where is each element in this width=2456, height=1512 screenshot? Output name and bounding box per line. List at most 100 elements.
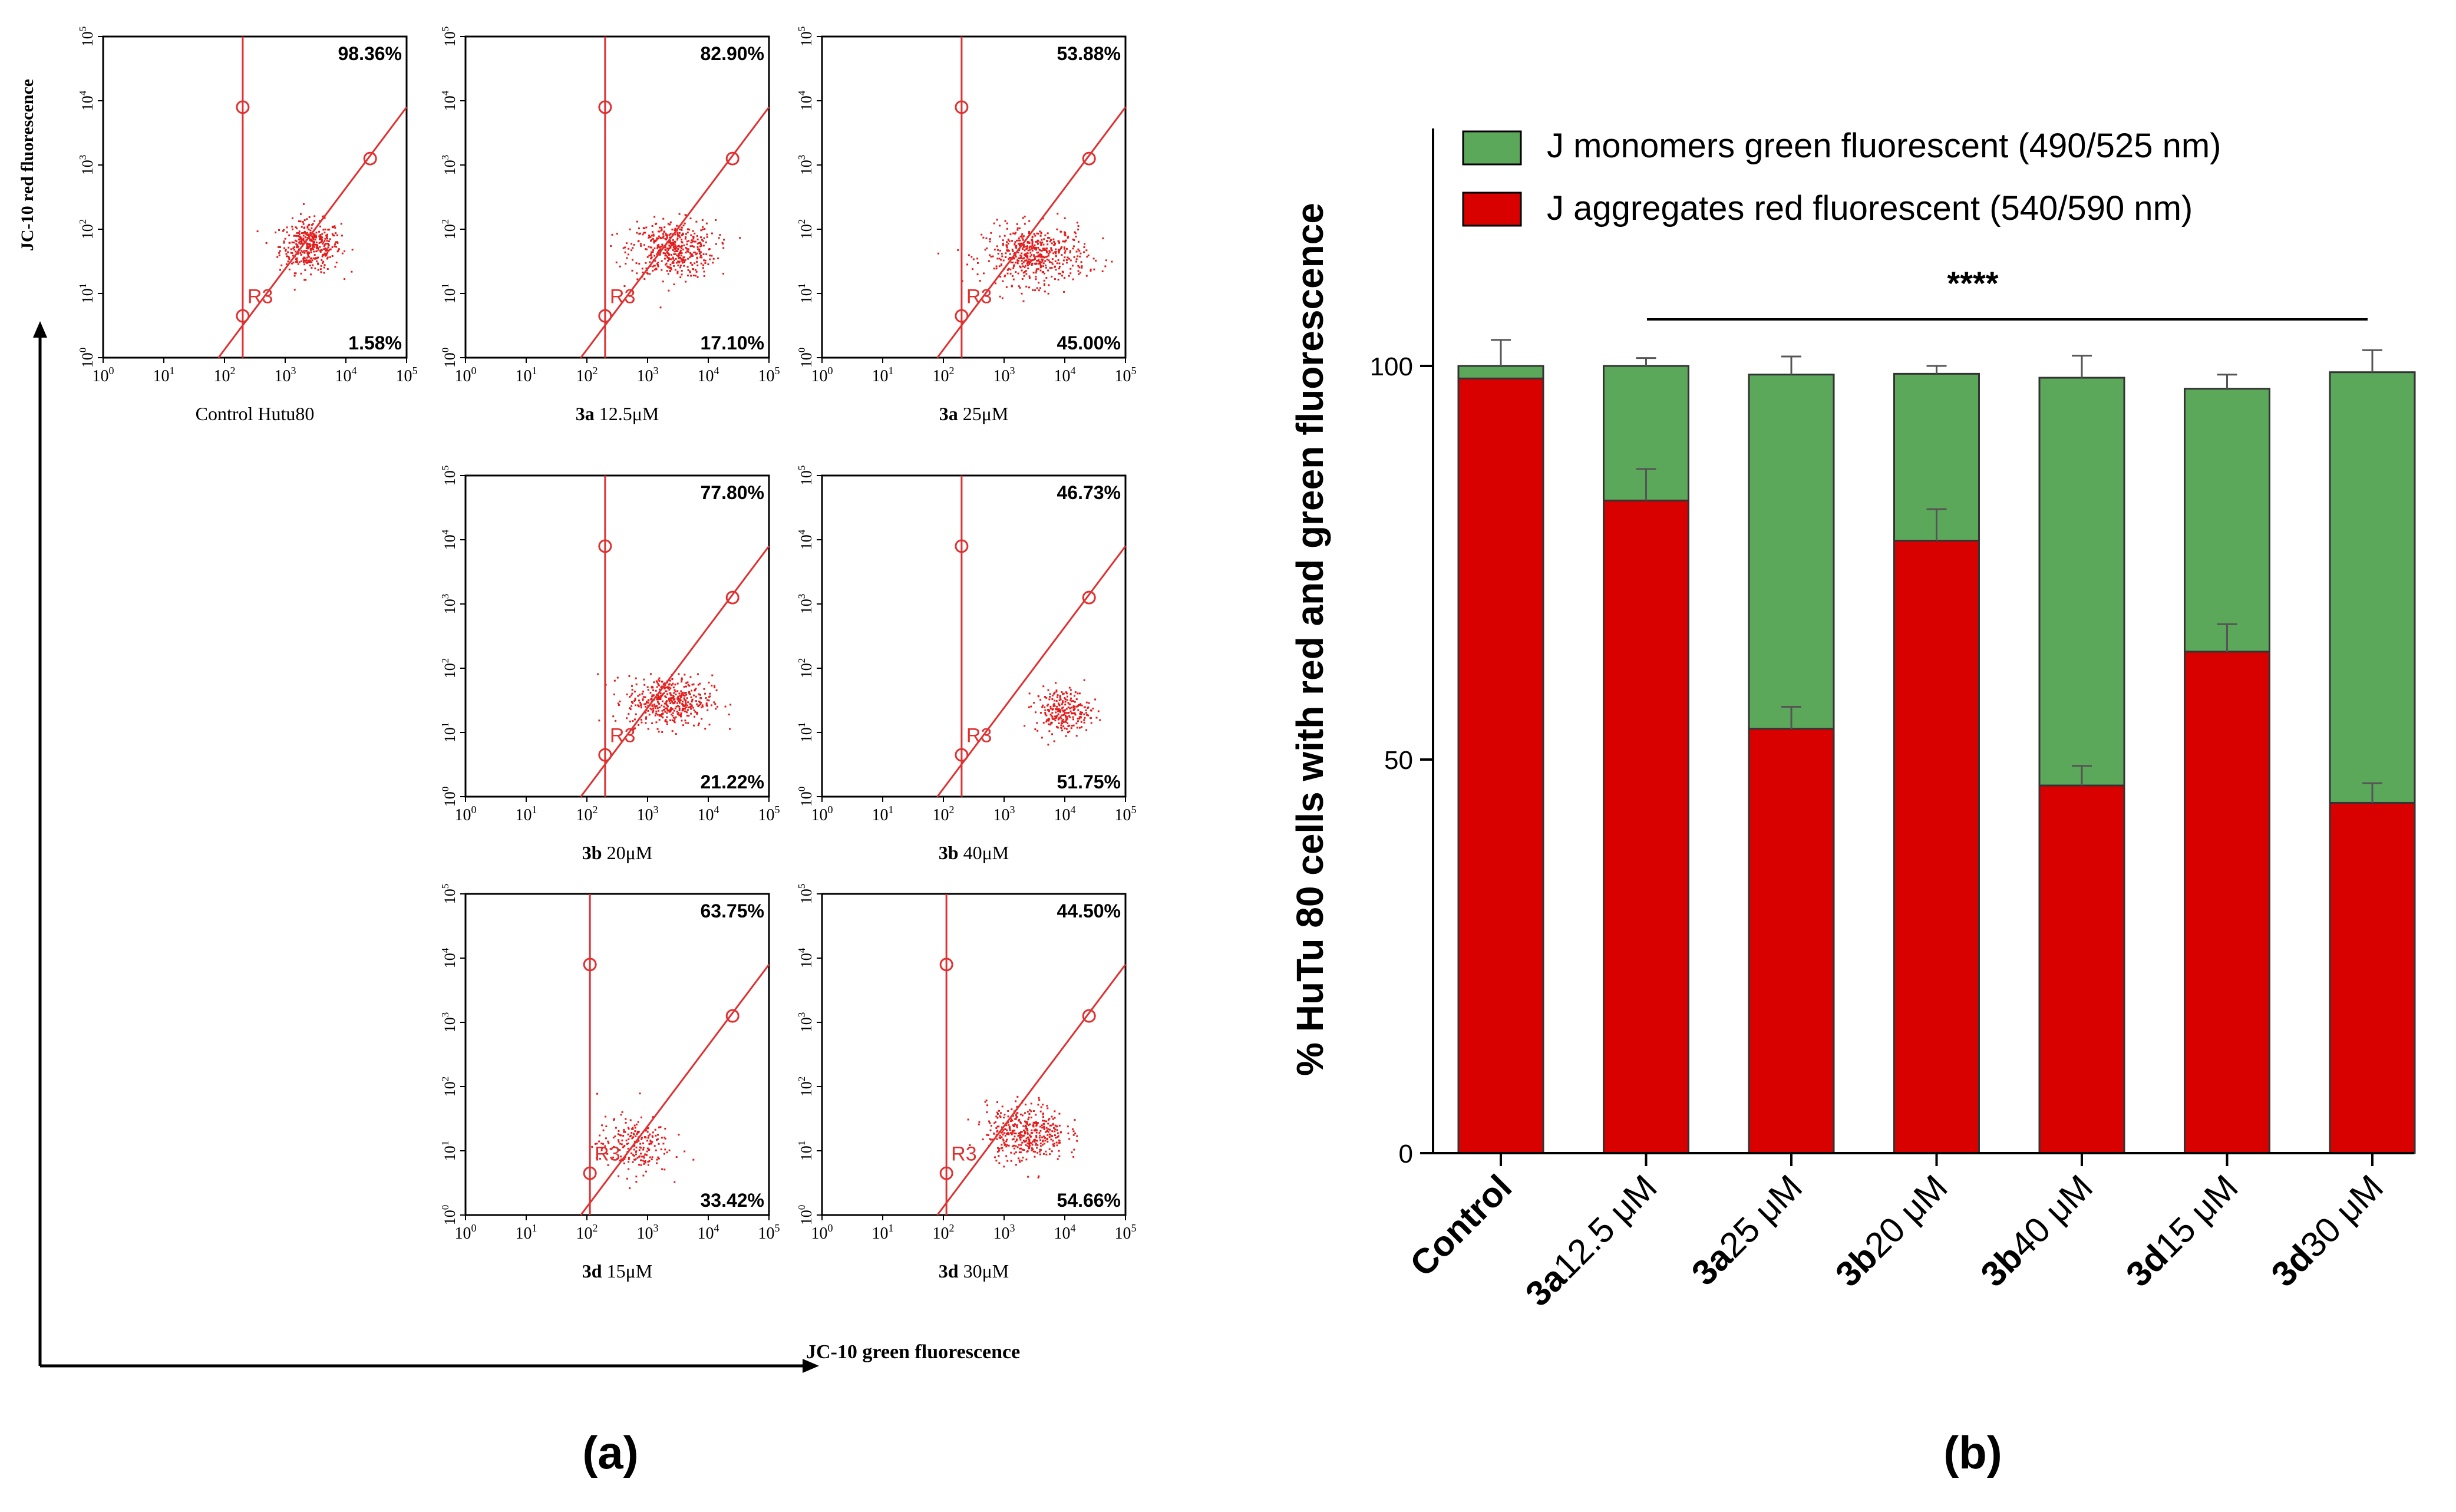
flow-event-dot <box>632 720 634 722</box>
flow-event-dot <box>1083 713 1085 715</box>
flow-event-dot <box>1021 1160 1023 1162</box>
flow-event-dot <box>1085 701 1088 704</box>
flow-event-dot <box>1097 710 1100 712</box>
flow-event-dot <box>618 704 620 706</box>
bar-red-segment <box>2184 651 2270 1154</box>
flow-event-dot <box>1015 1133 1017 1135</box>
flow-event-dot <box>677 695 679 698</box>
flow-event-dot <box>682 701 684 703</box>
flow-event-dot <box>306 243 308 246</box>
flow-event-dot <box>664 249 666 251</box>
flow-event-dot <box>1034 247 1036 249</box>
flow-event-dot <box>658 1143 660 1145</box>
flow-event-dot <box>1028 242 1031 245</box>
flow-event-dot <box>658 226 661 229</box>
tick-exponent: 0 <box>471 1222 477 1234</box>
flow-event-dot <box>619 265 621 268</box>
flow-event-dot <box>633 243 635 246</box>
flow-event-dot <box>648 714 651 716</box>
flow-event-dot <box>315 250 318 252</box>
tick-base: 10 <box>441 1145 458 1161</box>
flow-event-dot <box>1049 1134 1052 1136</box>
flow-event-dot <box>279 269 282 271</box>
flow-event-dot <box>662 280 664 283</box>
flow-event-dot <box>1068 686 1071 689</box>
flow-event-dot <box>1047 1118 1049 1121</box>
flow-event-dot <box>633 718 636 721</box>
flow-event-dot <box>1015 255 1017 257</box>
flow-event-dot <box>1028 230 1031 233</box>
flow-event-dot <box>1055 700 1058 702</box>
flow-event-dot <box>1016 227 1019 229</box>
flow-event-dot <box>656 701 659 703</box>
tick-base: 10 <box>993 1224 1010 1243</box>
flow-event-dot <box>636 220 638 223</box>
flow-event-dot <box>1079 713 1081 715</box>
flow-event-dot <box>1042 722 1045 724</box>
tick-exponent: 1 <box>440 1141 451 1146</box>
tick-base: 10 <box>516 367 532 385</box>
flow-event-dot <box>1021 1114 1024 1117</box>
flow-event-dot <box>630 1152 632 1154</box>
flow-event-dot <box>1047 269 1049 272</box>
flow-event-dot <box>971 268 973 270</box>
flow-event-dot <box>1024 266 1026 269</box>
flow-event-dot <box>671 244 674 246</box>
flow-event-dot <box>619 700 621 702</box>
flow-plot-frame <box>464 35 770 359</box>
flow-event-dot <box>672 262 675 264</box>
flow-event-dot <box>326 233 328 236</box>
tick-base: 10 <box>798 1081 815 1097</box>
flow-event-dot <box>666 723 668 725</box>
flow-event-dot <box>638 724 640 726</box>
flow-event-dot <box>1085 709 1087 712</box>
flow-event-dot <box>1085 275 1088 277</box>
flow-event-dot <box>1049 714 1052 716</box>
flow-event-dot <box>1052 1118 1054 1120</box>
flow-event-dot <box>634 699 636 701</box>
bar-green-segment <box>1457 365 1544 379</box>
flow-event-dot <box>1054 260 1057 262</box>
flow-event-dot <box>1038 1175 1040 1177</box>
flow-event-dot <box>703 259 705 262</box>
flow-event-dot <box>338 248 340 250</box>
flow-event-dot <box>1075 698 1078 701</box>
flow-event-dot <box>623 1162 625 1164</box>
flow-event-dot <box>696 712 698 714</box>
flow-event-dot <box>312 242 315 245</box>
flow-event-dot <box>1001 1136 1003 1138</box>
flow-event-dot <box>649 673 652 675</box>
flow-y-tick-label: 103 <box>440 594 458 615</box>
flow-event-dot <box>309 273 312 276</box>
flow-y-tick-label: 100 <box>440 787 458 807</box>
flow-event-dot <box>1019 1136 1022 1138</box>
flow-event-dot <box>630 701 633 703</box>
flow-event-dot <box>663 1168 666 1171</box>
flow-event-dot <box>661 685 663 688</box>
flow-event-dot <box>1092 707 1094 709</box>
flow-event-dot <box>1085 729 1088 731</box>
flow-event-dot <box>315 247 318 249</box>
flow-event-dot <box>1044 712 1047 714</box>
flow-event-dot <box>291 252 293 254</box>
flow-event-dot <box>633 1134 635 1136</box>
flow-event-dot <box>300 239 302 241</box>
tick-exponent: 2 <box>230 365 236 377</box>
flow-event-dot <box>1015 246 1017 248</box>
flow-event-dot <box>335 241 337 243</box>
flow-event-dot <box>324 247 326 250</box>
flow-event-dot <box>646 1140 648 1142</box>
gate-handle <box>1082 1009 1096 1023</box>
flow-event-dot <box>658 707 661 709</box>
flow-event-dot <box>312 242 315 244</box>
flow-event-dot <box>712 257 715 260</box>
flow-event-dot <box>703 237 705 239</box>
flow-event-dot <box>291 217 293 219</box>
flow-event-dot <box>1050 1124 1052 1127</box>
flow-event-dot <box>661 731 663 733</box>
flow-event-dot <box>1003 1166 1005 1168</box>
tick-base: 10 <box>798 953 815 968</box>
flow-event-dot <box>636 272 638 275</box>
flow-plot-grid: 100100101101102102103103104104105105R398… <box>77 27 1137 1282</box>
flow-event-dot <box>1057 1132 1059 1134</box>
